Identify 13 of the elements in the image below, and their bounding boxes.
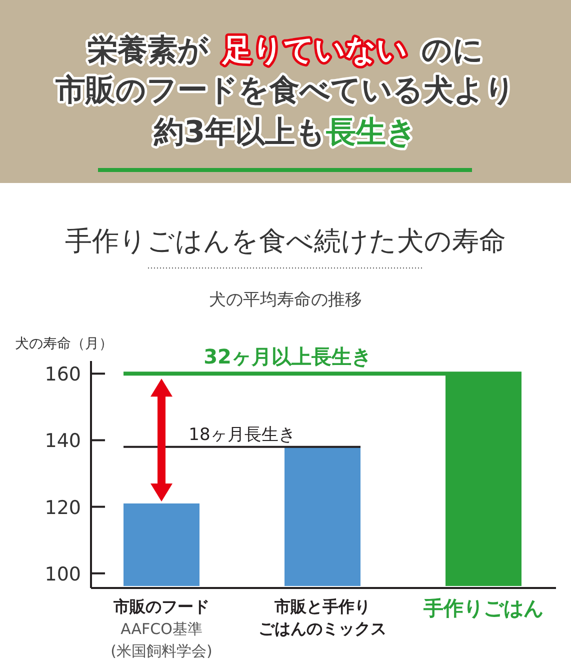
text: 犬の平均寿命の推移 — [209, 290, 362, 310]
chart-subtitle: 手作りごはんを食べ続けた犬の寿命 — [65, 226, 506, 257]
x-tick-label: 市販のフード AAFCO基準 (米国飼料学会) — [110, 597, 212, 660]
chart-title: 栄養素が足りていないのに市販のフードを食べている犬より約3年以上も長生き — [54, 33, 516, 150]
y-tick-label: 100 — [44, 563, 81, 586]
y-tick-label: 160 — [44, 364, 81, 386]
ref-line-label: 32ヶ月以上長生き — [204, 344, 372, 369]
y-axis-title: 犬の寿命（月） — [15, 336, 113, 352]
x-tick-label: 市販と手作りごはんのミックス — [258, 597, 386, 638]
y-tick-label: 120 — [44, 496, 81, 519]
y-tick-label: 140 — [44, 430, 81, 452]
x-tick-label: 手作りごはん — [422, 596, 544, 620]
ref-line-label: 18ヶ月長生き — [188, 424, 296, 445]
